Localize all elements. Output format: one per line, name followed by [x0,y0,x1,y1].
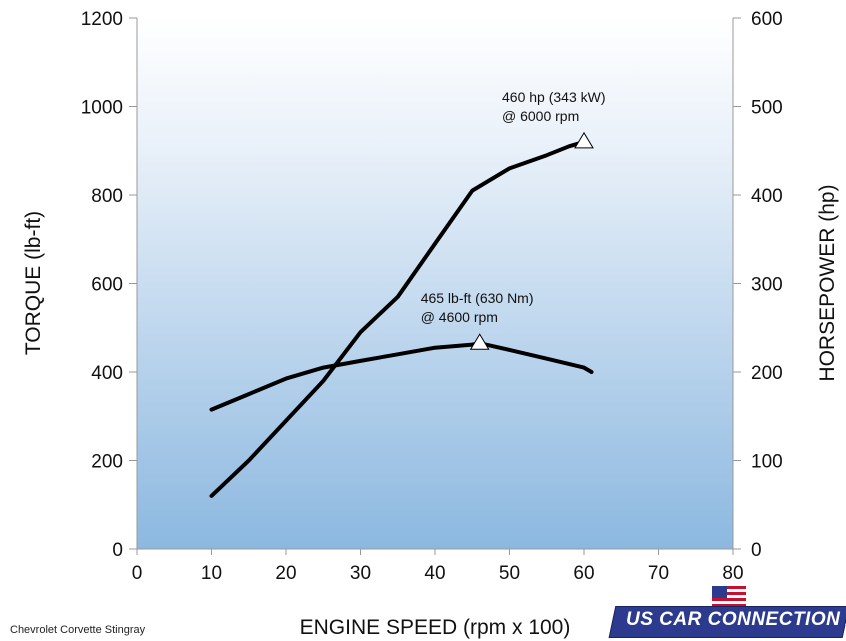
horsepower-line [209,139,586,498]
plot-background [137,18,733,549]
y-left-tick-label: 0 [112,540,123,561]
brand-logo: US CAR CONNECTION AG [608,584,846,638]
annotation-line-1: 460 hp (343 kW) [502,89,606,105]
y-left-tick-label: 1200 [81,9,123,30]
y-left-tick-label: 400 [91,363,123,384]
annotation-line-2: @ 6000 rpm [502,108,579,124]
y-right-tick-label: 300 [751,275,783,296]
x-tick-label: 0 [132,563,143,584]
y-left-tick-label: 600 [91,275,123,296]
logo-text: US CAR CONNECTION AG [626,609,846,630]
y-axis-left-title: TORQUE (lb-ft) [22,211,45,355]
x-axis-title: ENGINE SPEED (rpm x 100) [300,616,571,639]
footnote: Chevrolet Corvette Stingray [10,624,146,636]
y-left-tick-label: 200 [91,452,123,473]
y-right-tick-label: 500 [751,98,783,119]
torque-line [209,341,594,412]
x-tick-label: 80 [722,563,743,584]
axes: 0200400600800100012000100200300400500600… [81,9,783,584]
peak-marker [469,333,490,350]
y-left-tick-label: 1000 [81,98,123,119]
x-tick-label: 10 [201,563,222,584]
annotation-line-2: @ 4600 rpm [421,309,498,325]
y-right-tick-label: 400 [751,186,783,207]
y-right-tick-label: 200 [751,363,783,384]
y-right-tick-label: 0 [751,540,762,561]
annotations: 460 hp (343 kW) @ 6000 rpm 465 lb-ft (630 … [421,89,606,350]
y-right-tick-label: 100 [751,452,783,473]
y-right-tick-label: 600 [751,9,783,30]
us-flag-icon [712,586,746,608]
x-tick-label: 50 [499,563,520,584]
y-axis-right-title: HORSEPOWER (hp) [816,184,839,381]
annotation-line-1: 465 lb-ft (630 Nm) [421,290,534,306]
x-tick-label: 60 [573,563,594,584]
series-lines [209,139,594,498]
x-tick-label: 70 [648,563,669,584]
x-tick-label: 30 [350,563,371,584]
x-tick-label: 20 [275,563,296,584]
y-left-tick-label: 800 [91,186,123,207]
x-tick-label: 40 [424,563,445,584]
peak-marker [574,131,594,149]
